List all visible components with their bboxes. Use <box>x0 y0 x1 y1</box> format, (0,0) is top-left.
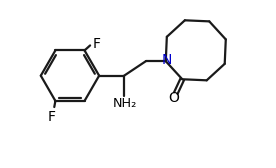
Text: F: F <box>92 37 100 51</box>
Text: NH₂: NH₂ <box>113 97 137 110</box>
Text: N: N <box>161 53 171 67</box>
Text: O: O <box>168 91 179 105</box>
Text: F: F <box>47 110 55 124</box>
